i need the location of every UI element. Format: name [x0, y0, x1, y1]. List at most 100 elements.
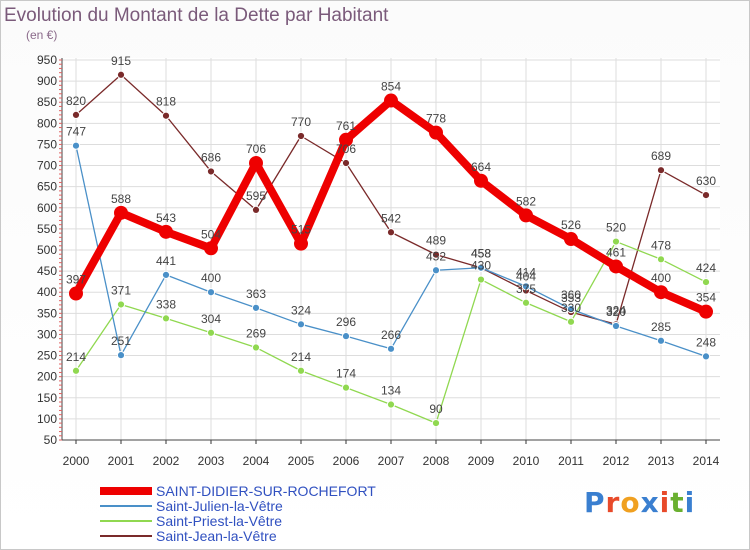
data-label: 504 [201, 227, 221, 241]
line-chart: 50 100 150 200 250 300 350 400 450 500 550 600 650 70… [37, 53, 720, 468]
data-point [701, 352, 711, 361]
data-point [701, 277, 711, 287]
data-label: 430 [471, 259, 491, 273]
data-label: 174 [336, 367, 356, 381]
data-point [699, 304, 713, 319]
legend-swatch [100, 535, 152, 537]
data-label: 854 [381, 80, 401, 94]
y-tick-label: 300 [37, 327, 57, 341]
data-label: 324 [291, 303, 311, 317]
data-point [341, 332, 351, 341]
data-label: 452 [426, 249, 446, 263]
data-point [341, 158, 351, 168]
y-tick-label: 250 [37, 349, 57, 363]
data-point [341, 383, 351, 392]
data-point [296, 131, 306, 141]
data-point [339, 132, 353, 147]
x-tick-label: 2005 [288, 454, 315, 468]
series-0 [69, 93, 713, 319]
data-label: 582 [516, 194, 536, 208]
data-point [71, 110, 81, 119]
data-label: 686 [201, 150, 221, 164]
data-label: 90 [429, 402, 443, 416]
data-point [384, 93, 398, 108]
data-point [206, 167, 216, 176]
data-point [116, 351, 126, 360]
data-point [611, 237, 621, 246]
data-point [204, 241, 218, 256]
data-label: 400 [201, 271, 221, 285]
data-label: 269 [246, 327, 266, 341]
data-label: 542 [381, 211, 401, 225]
data-point [656, 166, 666, 175]
y-tick-label: 800 [37, 116, 57, 130]
data-point [294, 236, 308, 251]
data-label: 706 [336, 142, 356, 156]
data-label: 595 [246, 189, 266, 203]
x-tick-label: 2011 [558, 454, 584, 468]
legend-label: Saint-Julien-la-Vêtre [156, 498, 283, 514]
data-label: 330 [561, 301, 581, 315]
data-label: 338 [156, 297, 176, 311]
data-label: 371 [111, 283, 131, 297]
data-label: 630 [696, 174, 716, 188]
y-tick-label: 450 [37, 264, 57, 278]
data-point [69, 286, 83, 301]
data-label: 489 [426, 234, 446, 248]
y-tick-label: 350 [37, 306, 57, 320]
data-label: 214 [291, 350, 311, 364]
data-label: 761 [336, 119, 356, 133]
data-label: 285 [651, 320, 671, 334]
data-point [251, 205, 261, 214]
data-point [431, 250, 441, 259]
data-label: 706 [246, 142, 266, 156]
x-tick-label: 2012 [603, 454, 630, 468]
data-label: 304 [201, 312, 221, 326]
data-point [161, 314, 171, 323]
data-label: 747 [66, 125, 86, 139]
series-1 [71, 141, 711, 361]
data-label: 248 [696, 335, 716, 349]
y-tick-label: 750 [37, 137, 57, 151]
x-tick-label: 2000 [63, 454, 90, 468]
data-label: 543 [156, 211, 176, 225]
data-point [116, 300, 126, 309]
y-tick-label: 100 [37, 412, 57, 426]
y-tick-label: 950 [37, 53, 57, 67]
y-tick-label: 400 [37, 285, 57, 299]
data-label: 526 [561, 218, 581, 232]
x-tick-label: 2006 [333, 454, 360, 468]
data-label: 461 [606, 245, 626, 259]
x-tick-label: 2007 [378, 454, 405, 468]
y-axis-unit: (en €) [26, 28, 58, 42]
data-point [386, 400, 396, 409]
logo-letter: P [584, 486, 606, 519]
y-tick-label: 50 [44, 433, 58, 447]
data-point [71, 141, 81, 150]
data-point [611, 321, 621, 331]
y-tick-label: 600 [37, 201, 57, 215]
data-label: 404 [516, 270, 536, 284]
y-tick-label: 700 [37, 159, 57, 173]
data-label: 397 [66, 272, 86, 286]
data-label: 770 [291, 115, 311, 129]
data-label: 588 [111, 192, 131, 206]
data-label: 296 [336, 315, 356, 329]
x-tick-label: 2014 [693, 454, 720, 468]
data-label: 820 [66, 94, 86, 108]
logo-letter: t [670, 486, 685, 519]
data-point [159, 224, 173, 239]
y-tick-label: 500 [37, 243, 57, 257]
legend-label: Saint-Jean-la-Vêtre [156, 528, 277, 544]
y-tick-label: 650 [37, 180, 57, 194]
data-label: 520 [606, 221, 626, 235]
legend-swatch [100, 505, 152, 507]
data-label: 134 [381, 384, 401, 398]
data-point [431, 419, 441, 428]
x-tick-label: 2008 [423, 454, 450, 468]
y-tick-label: 900 [37, 74, 57, 88]
data-point [251, 303, 261, 312]
logo-letter: r [605, 486, 621, 519]
data-label: 251 [111, 334, 131, 348]
data-label: 515 [291, 223, 311, 237]
